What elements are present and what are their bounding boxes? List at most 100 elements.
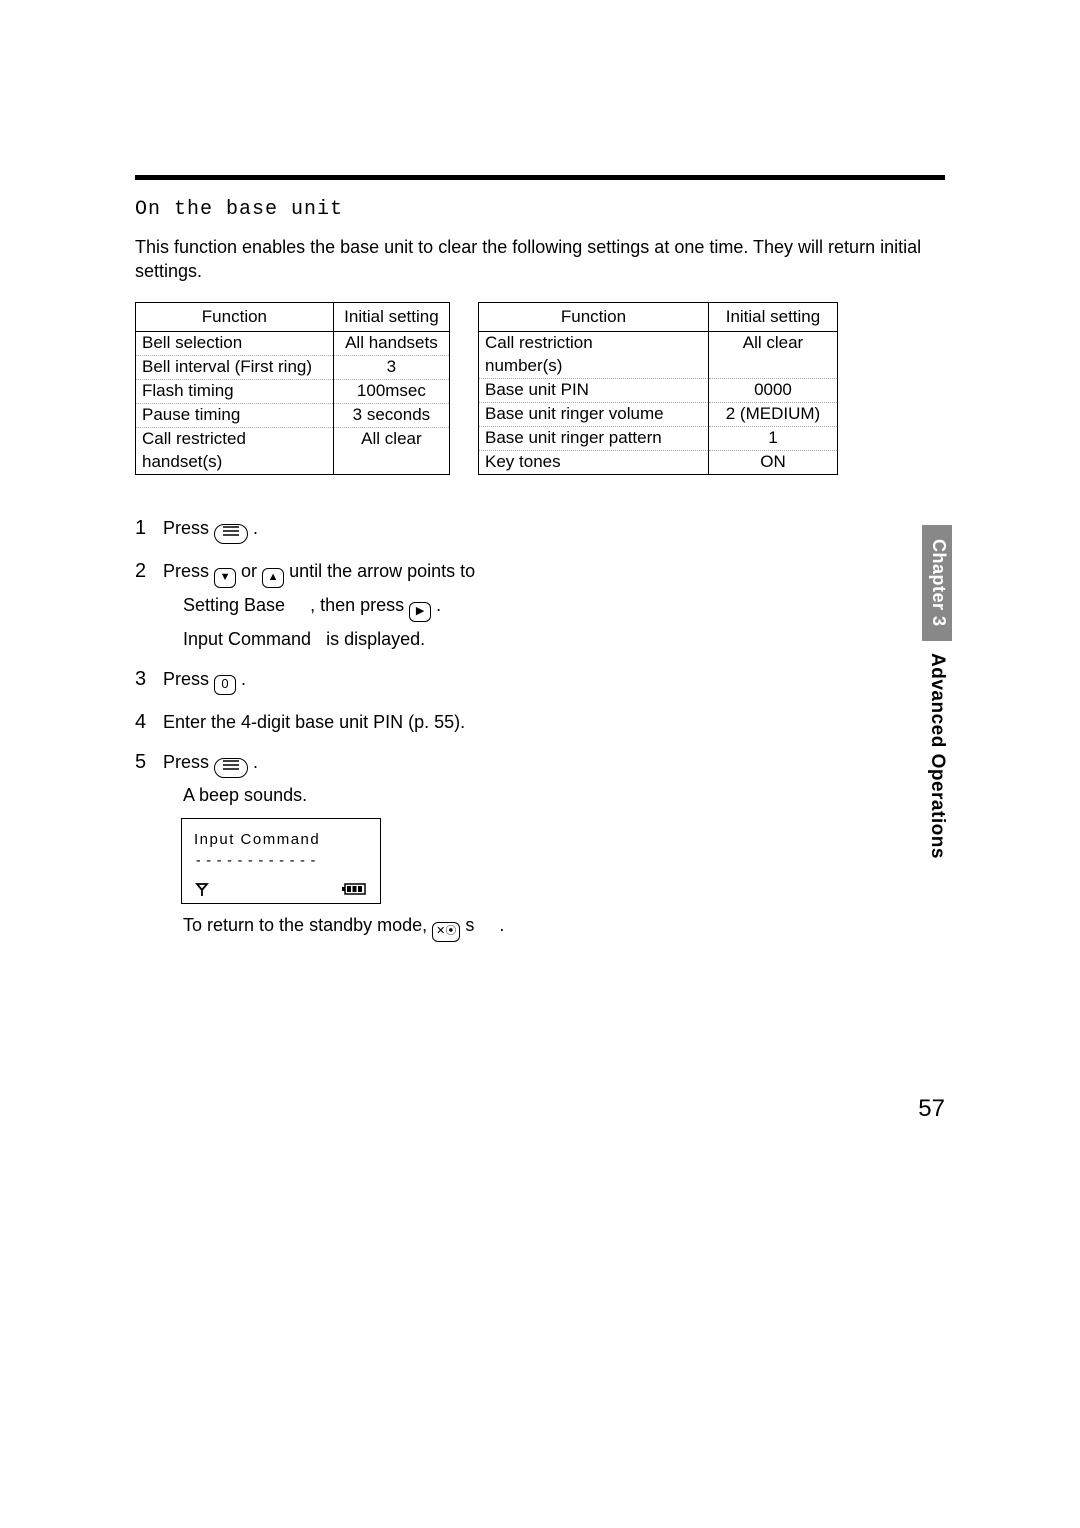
txt: To return to the standby mode,: [183, 915, 432, 935]
step-num: 5: [135, 749, 163, 775]
txt: Press: [163, 669, 214, 689]
tbody-right: Call restrictionAll clearnumber(s)Base u…: [479, 331, 838, 474]
step-body: Press ▼ or ▲ until the arrow points to S…: [163, 558, 475, 652]
txt: s .: [465, 915, 504, 935]
txt: .: [241, 669, 246, 689]
step-body: Enter the 4-digit base unit PIN (p. 55).: [163, 709, 465, 735]
cell: 100msec: [333, 379, 449, 403]
txt: Setting Base: [183, 595, 285, 615]
cell: Pause timing: [136, 403, 334, 427]
cell: Base unit ringer pattern: [479, 426, 709, 450]
cell: [333, 451, 449, 475]
table-row: Bell interval (First ring)3: [136, 355, 450, 379]
lcd-display: Input Command ------------: [181, 818, 381, 904]
cell: Base unit PIN: [479, 378, 709, 402]
menu-button-icon: [214, 758, 248, 778]
step-num: 1: [135, 515, 163, 541]
cell: Base unit ringer volume: [479, 402, 709, 426]
lcd-icons: [194, 881, 368, 897]
step-sub: Setting Base , then press ▶ .: [183, 592, 475, 622]
table-right: Function Initial setting Call restrictio…: [478, 302, 838, 475]
table-row: Key tonesON: [479, 450, 838, 474]
power-key-icon: ✕⦿: [432, 922, 460, 942]
intro-text: This function enables the base unit to c…: [135, 235, 945, 284]
battery-icon: [342, 882, 368, 896]
step-body: Press .: [163, 515, 258, 544]
cell: Call restriction: [479, 331, 709, 355]
cell: Bell selection: [136, 331, 334, 355]
page-number: 57: [918, 1095, 945, 1123]
cell: 2 (MEDIUM): [708, 402, 837, 426]
table-row: Base unit ringer volume2 (MEDIUM): [479, 402, 838, 426]
side-tab: Chapter 3 Advanced Operations: [922, 525, 952, 915]
step-5: 5 Press . A beep sounds. Input Command -…: [135, 749, 945, 942]
th: Initial setting: [708, 302, 837, 331]
txt: .: [253, 518, 258, 538]
cell: 3: [333, 355, 449, 379]
cell: Call restricted: [136, 427, 334, 451]
steps: 1 Press . 2 Press ▼ or ▲ until the arrow…: [135, 515, 945, 942]
txt: or: [241, 561, 262, 581]
section-heading: On the base unit: [135, 198, 945, 221]
txt: .: [253, 752, 258, 772]
th: Initial setting: [333, 302, 449, 331]
cell: Bell interval (First ring): [136, 355, 334, 379]
table-row: number(s): [479, 355, 838, 379]
cell: 1: [708, 426, 837, 450]
cell: 3 seconds: [333, 403, 449, 427]
lcd-line: ------------: [194, 851, 368, 871]
cell: handset(s): [136, 451, 334, 475]
step-3: 3 Press 0 .: [135, 666, 945, 695]
cell: All handsets: [333, 331, 449, 355]
table-row: handset(s): [136, 451, 450, 475]
right-arrow-icon: ▶: [409, 602, 431, 622]
cell: All clear: [333, 427, 449, 451]
cell: ON: [708, 450, 837, 474]
tbody-left: Bell selectionAll handsetsBell interval …: [136, 331, 450, 474]
antenna-icon: [194, 881, 210, 897]
step-body: Press 0 .: [163, 666, 246, 695]
tables-wrap: Function Initial setting Bell selectionA…: [135, 302, 945, 475]
step-1: 1 Press .: [135, 515, 945, 544]
step-sub: A beep sounds.: [183, 782, 504, 808]
step-num: 4: [135, 709, 163, 735]
txt: Press: [163, 518, 214, 538]
table-left: Function Initial setting Bell selectionA…: [135, 302, 450, 475]
step-num: 2: [135, 558, 163, 584]
cell: Flash timing: [136, 379, 334, 403]
txt: , then press: [290, 595, 409, 615]
table-row: Bell selectionAll handsets: [136, 331, 450, 355]
zero-key-icon: 0: [214, 675, 236, 695]
step-body: Press . A beep sounds. Input Command ---…: [163, 749, 504, 942]
th: Function: [136, 302, 334, 331]
down-arrow-icon: ▼: [214, 568, 236, 588]
table-row: Pause timing3 seconds: [136, 403, 450, 427]
step-sub: To return to the standby mode, ✕⦿ s .: [183, 912, 504, 942]
table-row: Call restrictionAll clear: [479, 331, 838, 355]
chapter-label: Advanced Operations: [922, 641, 952, 859]
page-content: On the base unit This function enables t…: [135, 175, 945, 956]
table-row: Flash timing100msec: [136, 379, 450, 403]
cell: Key tones: [479, 450, 709, 474]
txt: until the arrow points to: [289, 561, 475, 581]
table-row: Base unit ringer pattern1: [479, 426, 838, 450]
txt: Press: [163, 752, 214, 772]
rule: [135, 175, 945, 180]
step-2: 2 Press ▼ or ▲ until the arrow points to…: [135, 558, 945, 652]
cell: All clear: [708, 331, 837, 355]
txt: Press: [163, 561, 214, 581]
th: Function: [479, 302, 709, 331]
lcd-line: Input Command: [194, 829, 368, 851]
menu-button-icon: [214, 524, 248, 544]
table-row: Base unit PIN0000: [479, 378, 838, 402]
cell: number(s): [479, 355, 709, 379]
txt: .: [436, 595, 441, 615]
step-sub: Input Command is displayed.: [183, 626, 475, 652]
chapter-tab: Chapter 3: [922, 525, 952, 641]
cell: 0000: [708, 378, 837, 402]
step-num: 3: [135, 666, 163, 692]
cell: [708, 355, 837, 379]
step-4: 4 Enter the 4-digit base unit PIN (p. 55…: [135, 709, 945, 735]
up-arrow-icon: ▲: [262, 568, 284, 588]
table-row: Call restrictedAll clear: [136, 427, 450, 451]
